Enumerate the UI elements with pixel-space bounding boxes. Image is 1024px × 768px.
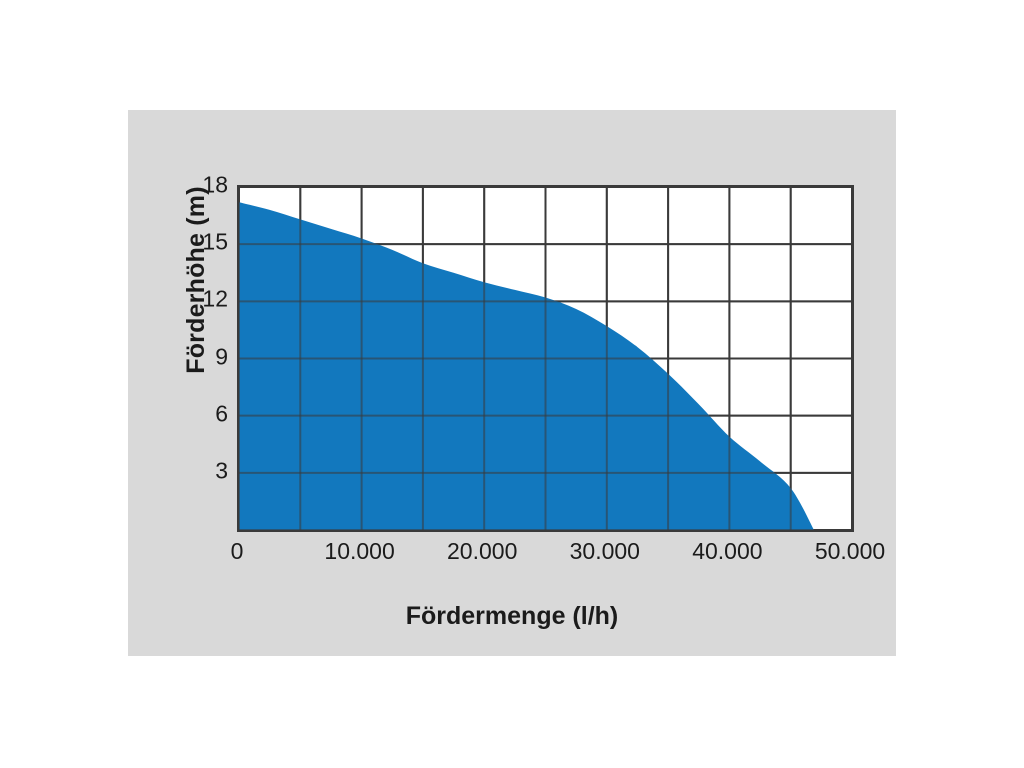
plot-area [237,185,854,532]
chart-card: Förderhöhe (m) 18 15 12 9 6 3 0 10.00 [128,110,896,656]
x-tick-label-0: 0 [230,538,244,564]
y-tick-label-9: 9 [215,343,228,369]
y-tick-label-3: 3 [215,457,228,484]
y-tick-label-6: 6 [215,400,228,427]
x-tick-label-30000: 30.000 [569,538,640,564]
y-tick-label-18: 18 [202,171,228,198]
pump-curve-area [239,202,814,530]
horizontal-gridlines-overlay [239,187,852,530]
y-axis-tick-labels: 18 15 12 9 6 3 [168,172,228,528]
x-tick-label-40000: 40.000 [692,538,763,564]
plot-inner [239,187,852,530]
y-tick-label-12: 12 [202,285,228,312]
x-tick-label-20000: 20.000 [447,538,518,564]
x-axis-tick-labels: 0 10.000 20.000 30.000 40.000 50.000 [231,538,886,572]
x-tick-label-10000: 10.000 [324,538,395,564]
x-tick-label-50000: 50.000 [814,538,886,564]
pump-curve-plot [239,187,852,530]
x-axis-title: Fördermenge (l/h) [405,602,619,630]
y-tick-label-15: 15 [202,228,228,255]
